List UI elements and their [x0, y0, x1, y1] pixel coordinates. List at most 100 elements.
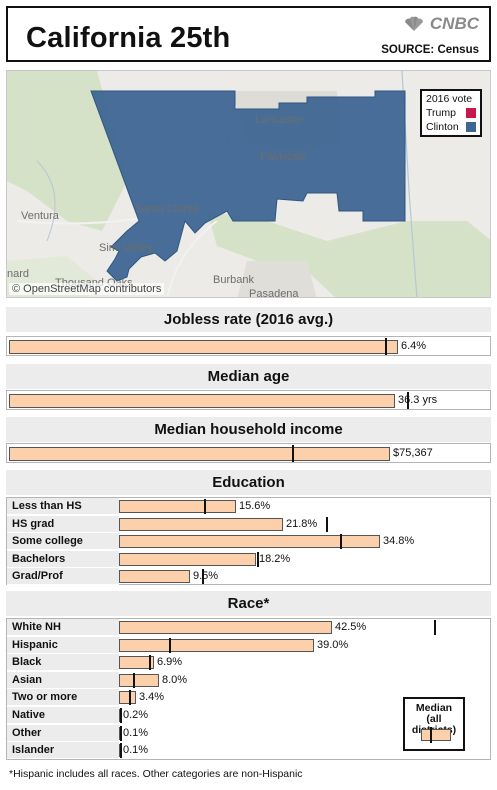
race-bar: [119, 691, 136, 705]
map-attribution[interactable]: © OpenStreetMap contributors: [9, 283, 165, 295]
income-value: $75,367: [393, 447, 433, 459]
education-value: 15.6%: [239, 500, 271, 512]
race-row: Two or more 3.4%: [7, 689, 490, 707]
median-key: Median (all districts): [403, 697, 465, 751]
race-value: 0.1%: [123, 744, 149, 757]
race-row: Black 6.9%: [7, 654, 490, 672]
race-row: Islander 0.1%: [7, 742, 490, 760]
race-bar: [119, 656, 154, 670]
race-row-label: Hispanic: [7, 636, 119, 654]
education-value: 18.2%: [259, 552, 291, 565]
education-median-tick: [340, 534, 342, 550]
race-bar: [119, 673, 159, 687]
race-median-tick: [133, 672, 135, 688]
source-label: SOURCE: Census: [381, 44, 479, 56]
place-oxnard: nard: [7, 268, 30, 280]
place-simi-valley: Simi Valley: [99, 242, 153, 254]
race-value: 0.1%: [123, 726, 149, 739]
race-value: 8.0%: [162, 673, 188, 686]
peacock-icon: [404, 16, 423, 31]
income-panel: $75,367: [6, 443, 491, 463]
median-key-tick: [430, 727, 432, 743]
race-row: Other 0.1%: [7, 724, 490, 742]
education-value: 9.5%: [193, 570, 219, 583]
income-header: Median household income: [6, 417, 491, 442]
education-median-tick: [204, 499, 206, 514]
race-value: 3.4%: [139, 691, 165, 704]
race-bar: [119, 638, 314, 652]
education-value: 34.8%: [383, 535, 415, 548]
race-row: Native 0.2%: [7, 707, 490, 724]
race-median-tick: [120, 743, 122, 759]
race-row: White NH 42.5%: [7, 619, 490, 636]
race-median-tick: [120, 708, 122, 723]
race-row-label: Asian: [7, 671, 119, 689]
race-row-label: Black: [7, 654, 119, 672]
place-palmdale: Palmdale: [260, 151, 306, 163]
median-age-bar: [9, 394, 395, 408]
education-median-tick: [202, 569, 204, 585]
race-row-label: Other: [7, 724, 119, 742]
median-key-title-1: Median: [415, 702, 453, 714]
jobless-median-tick: [385, 338, 387, 355]
header-box: California 25th CNBC SOURCE: Census: [6, 6, 491, 62]
median-key-bar: [421, 729, 451, 741]
place-santa-clarita: Santa Clarita: [135, 203, 199, 215]
race-value: 42.5%: [335, 621, 367, 633]
education-bar: [119, 570, 190, 584]
race-value: 0.2%: [123, 709, 149, 721]
education-row: HS grad 21.8%: [7, 515, 490, 533]
map-canvas: [7, 71, 490, 297]
race-table: White NH 42.5% Hispanic 39.0% Black 6.9% Asian…: [6, 618, 491, 760]
education-median-tick: [326, 516, 328, 532]
race-row-label: White NH: [7, 619, 119, 636]
education-row: Grad/Prof 9.5%: [7, 568, 490, 586]
education-row-label: HS grad: [7, 515, 119, 533]
education-row: Some college 34.8%: [7, 533, 490, 551]
vote-legend: 2016 vote Trump Clinton: [420, 89, 482, 137]
place-pasadena: Pasadena: [249, 288, 299, 298]
education-bar: [119, 517, 283, 531]
race-median-tick: [434, 620, 436, 635]
education-row-label: Grad/Prof: [7, 568, 119, 586]
legend-title: 2016 vote: [426, 93, 473, 105]
education-row: Less than HS 15.6%: [7, 498, 490, 515]
education-median-tick: [257, 551, 259, 567]
legend-item-clinton: Clinton: [426, 120, 476, 134]
brand-name: CNBC: [429, 14, 479, 33]
median-age-panel: 36.3 yrs: [6, 390, 491, 410]
race-value: 6.9%: [157, 656, 183, 669]
education-bar: [119, 500, 236, 513]
median-age-median-tick: [407, 392, 409, 409]
jobless-panel: 6.4%: [6, 336, 491, 356]
legend-item-trump: Trump: [426, 106, 476, 120]
race-median-tick: [149, 655, 151, 671]
education-value: 21.8%: [286, 517, 318, 530]
legend-label-trump: Trump: [426, 107, 456, 119]
education-row-label: Less than HS: [7, 498, 119, 515]
race-bar: [119, 621, 332, 634]
brand-logo: CNBC: [402, 14, 479, 34]
income-bar: [9, 447, 390, 461]
median-age-header: Median age: [6, 364, 491, 389]
place-ventura: Ventura: [21, 210, 59, 222]
jobless-value: 6.4%: [401, 340, 427, 352]
race-row: Hispanic 39.0%: [7, 636, 490, 654]
place-burbank: Burbank: [213, 274, 254, 286]
race-header: Race*: [6, 591, 491, 616]
education-row-label: Some college: [7, 533, 119, 551]
race-median-tick: [169, 637, 171, 653]
legend-swatch-clinton: [466, 122, 476, 132]
race-row-label: Two or more: [7, 689, 119, 707]
jobless-header: Jobless rate (2016 avg.): [6, 307, 491, 332]
district-map[interactable]: Lancaster Palmdale Ventura Santa Clarita…: [6, 70, 491, 298]
education-table: Less than HS 15.6% HS grad 21.8% Some colleg…: [6, 497, 491, 586]
race-row: Asian 8.0%: [7, 671, 490, 689]
education-header: Education: [6, 470, 491, 495]
median-age-value: 36.3 yrs: [398, 394, 438, 406]
education-row: Bachelors 18.2%: [7, 550, 490, 568]
legend-label-clinton: Clinton: [426, 121, 459, 133]
education-bar: [119, 552, 256, 566]
race-median-tick: [120, 725, 122, 741]
race-median-tick: [129, 690, 131, 706]
